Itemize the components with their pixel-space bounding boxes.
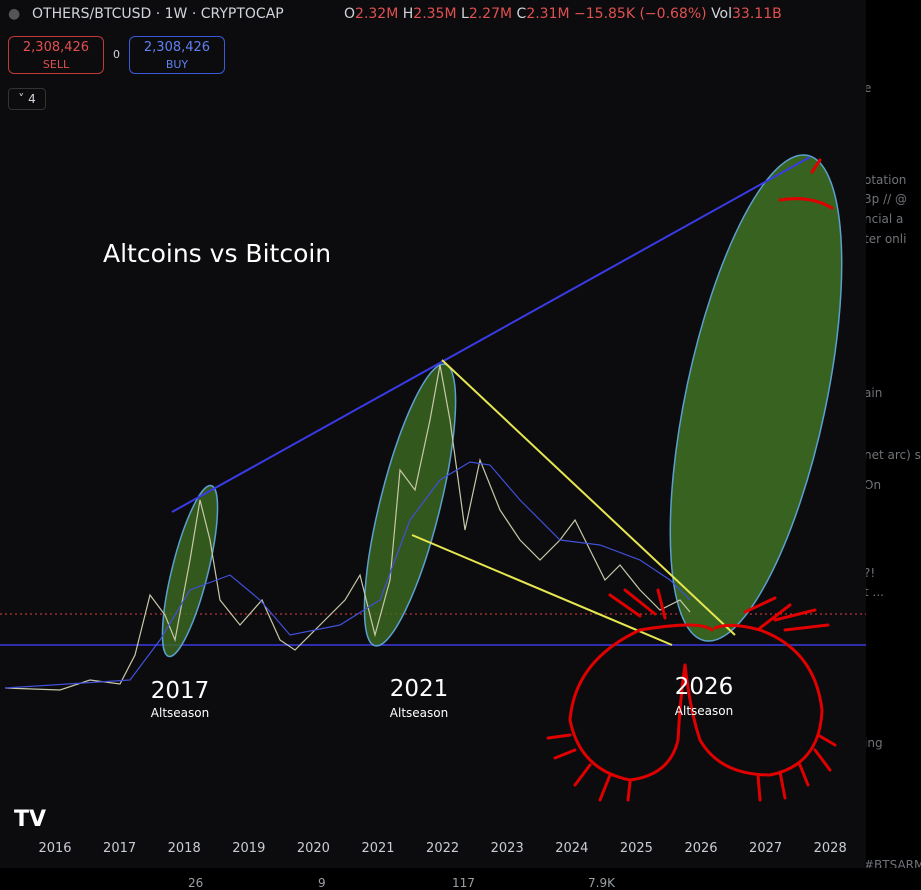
chart: Altcoins vs Bitcoin 2017 Altseason 2021 …	[0, 154, 866, 856]
annotation-text: Altseason	[675, 704, 733, 718]
highlight-ellipse	[161, 484, 219, 658]
x-tick-label: 2024	[555, 841, 588, 856]
action-count[interactable]: 9	[318, 876, 326, 890]
x-tick-label: 2027	[749, 841, 782, 856]
action-count[interactable]: 7.9K	[588, 876, 615, 890]
sell-price: 2,308,426	[22, 40, 90, 55]
price-series	[4, 364, 691, 691]
buy-label: BUY	[165, 58, 189, 71]
sidebar: e otation 3p // @ ncial a ter onli ain net arc…	[866, 0, 921, 868]
sidebar-text: ncial a	[866, 212, 904, 226]
value: 2.35M	[413, 6, 457, 22]
sell-label: SELL	[42, 58, 70, 71]
sell-button[interactable]: 2,308,426 SELL	[8, 36, 104, 74]
annotation-title: Altcoins vs Bitcoin	[103, 239, 331, 268]
x-tick-label: 2026	[684, 841, 717, 856]
wedge-line	[441, 359, 736, 636]
tweet-actions: 26 9 117 7.9K	[0, 868, 921, 890]
action-count[interactable]: 26	[188, 876, 204, 890]
sidebar-text: otation	[866, 173, 907, 187]
x-tick-label: 2028	[814, 841, 847, 856]
sidebar-text: 3p // @	[866, 192, 907, 206]
indicators-toggle[interactable]: ˅ 4	[8, 88, 46, 110]
change: −15.85K (−0.68%)	[574, 6, 707, 22]
label: L	[461, 6, 469, 22]
sidebar-text: ?!	[866, 566, 876, 580]
scribble	[546, 158, 837, 802]
sidebar-text: ain	[866, 386, 883, 400]
symbol-icon: ●	[8, 6, 21, 22]
x-tick-label: 2018	[168, 841, 201, 856]
wedge-line	[411, 534, 673, 646]
trend-line	[171, 156, 811, 513]
label: H	[402, 6, 414, 22]
label: O	[344, 6, 356, 22]
sidebar-text: e	[866, 81, 872, 95]
buy-button[interactable]: 2,308,426 BUY	[129, 36, 225, 74]
x-tick-label: 2022	[426, 841, 459, 856]
chart-panel: Altcoins vs Bitcoin 2017 Altseason 2021 …	[0, 0, 866, 868]
x-axis: 2016 2017 2018 2019 2020 2021 2022 2023 2024 2025…	[38, 841, 846, 856]
highlight-ellipse	[669, 154, 843, 642]
x-tick-label: 2019	[232, 841, 265, 856]
spread: 0	[113, 48, 120, 61]
indicators-count: 4	[28, 92, 36, 106]
label: C	[516, 6, 527, 22]
x-tick-label: 2017	[103, 841, 136, 856]
sidebar-text: net arc) s	[866, 448, 921, 462]
value: 33.11B	[732, 6, 782, 22]
label: Vol	[711, 6, 733, 22]
action-count[interactable]: 117	[452, 876, 475, 890]
sidebar-text: ing	[866, 736, 883, 750]
x-tick-label: 2025	[620, 841, 653, 856]
annotation-year: 2026	[675, 674, 734, 700]
value: 2.32M	[355, 6, 399, 22]
logo: TV	[14, 807, 46, 832]
sidebar-text: t ...	[866, 585, 884, 599]
annotation-text: Altseason	[390, 706, 448, 720]
sidebar-text: On	[866, 478, 882, 492]
x-tick-label: 2020	[297, 841, 330, 856]
value: 2.27M	[468, 6, 513, 22]
annotation-text: Altseason	[151, 706, 209, 720]
buy-price: 2,308,426	[143, 40, 211, 55]
value: 2.31M	[526, 6, 570, 22]
annotation-year: 2021	[390, 676, 449, 702]
annotation-year: 2017	[151, 678, 210, 704]
sidebar-text: ter onli	[866, 232, 907, 246]
ohlc: O2.32M H2.35M L2.27M C2.31M −15.85K (−0.…	[344, 6, 782, 22]
moving-average	[4, 461, 691, 689]
x-tick-label: 2023	[491, 841, 524, 856]
symbol[interactable]: OTHERS/BTCUSD · 1W · CRYPTOCAP	[32, 6, 284, 22]
x-tick-label: 2021	[361, 841, 394, 856]
x-tick-label: 2016	[38, 841, 71, 856]
highlight-ellipse	[363, 363, 457, 647]
sidebar-text: #BTSARMY	[866, 858, 921, 868]
